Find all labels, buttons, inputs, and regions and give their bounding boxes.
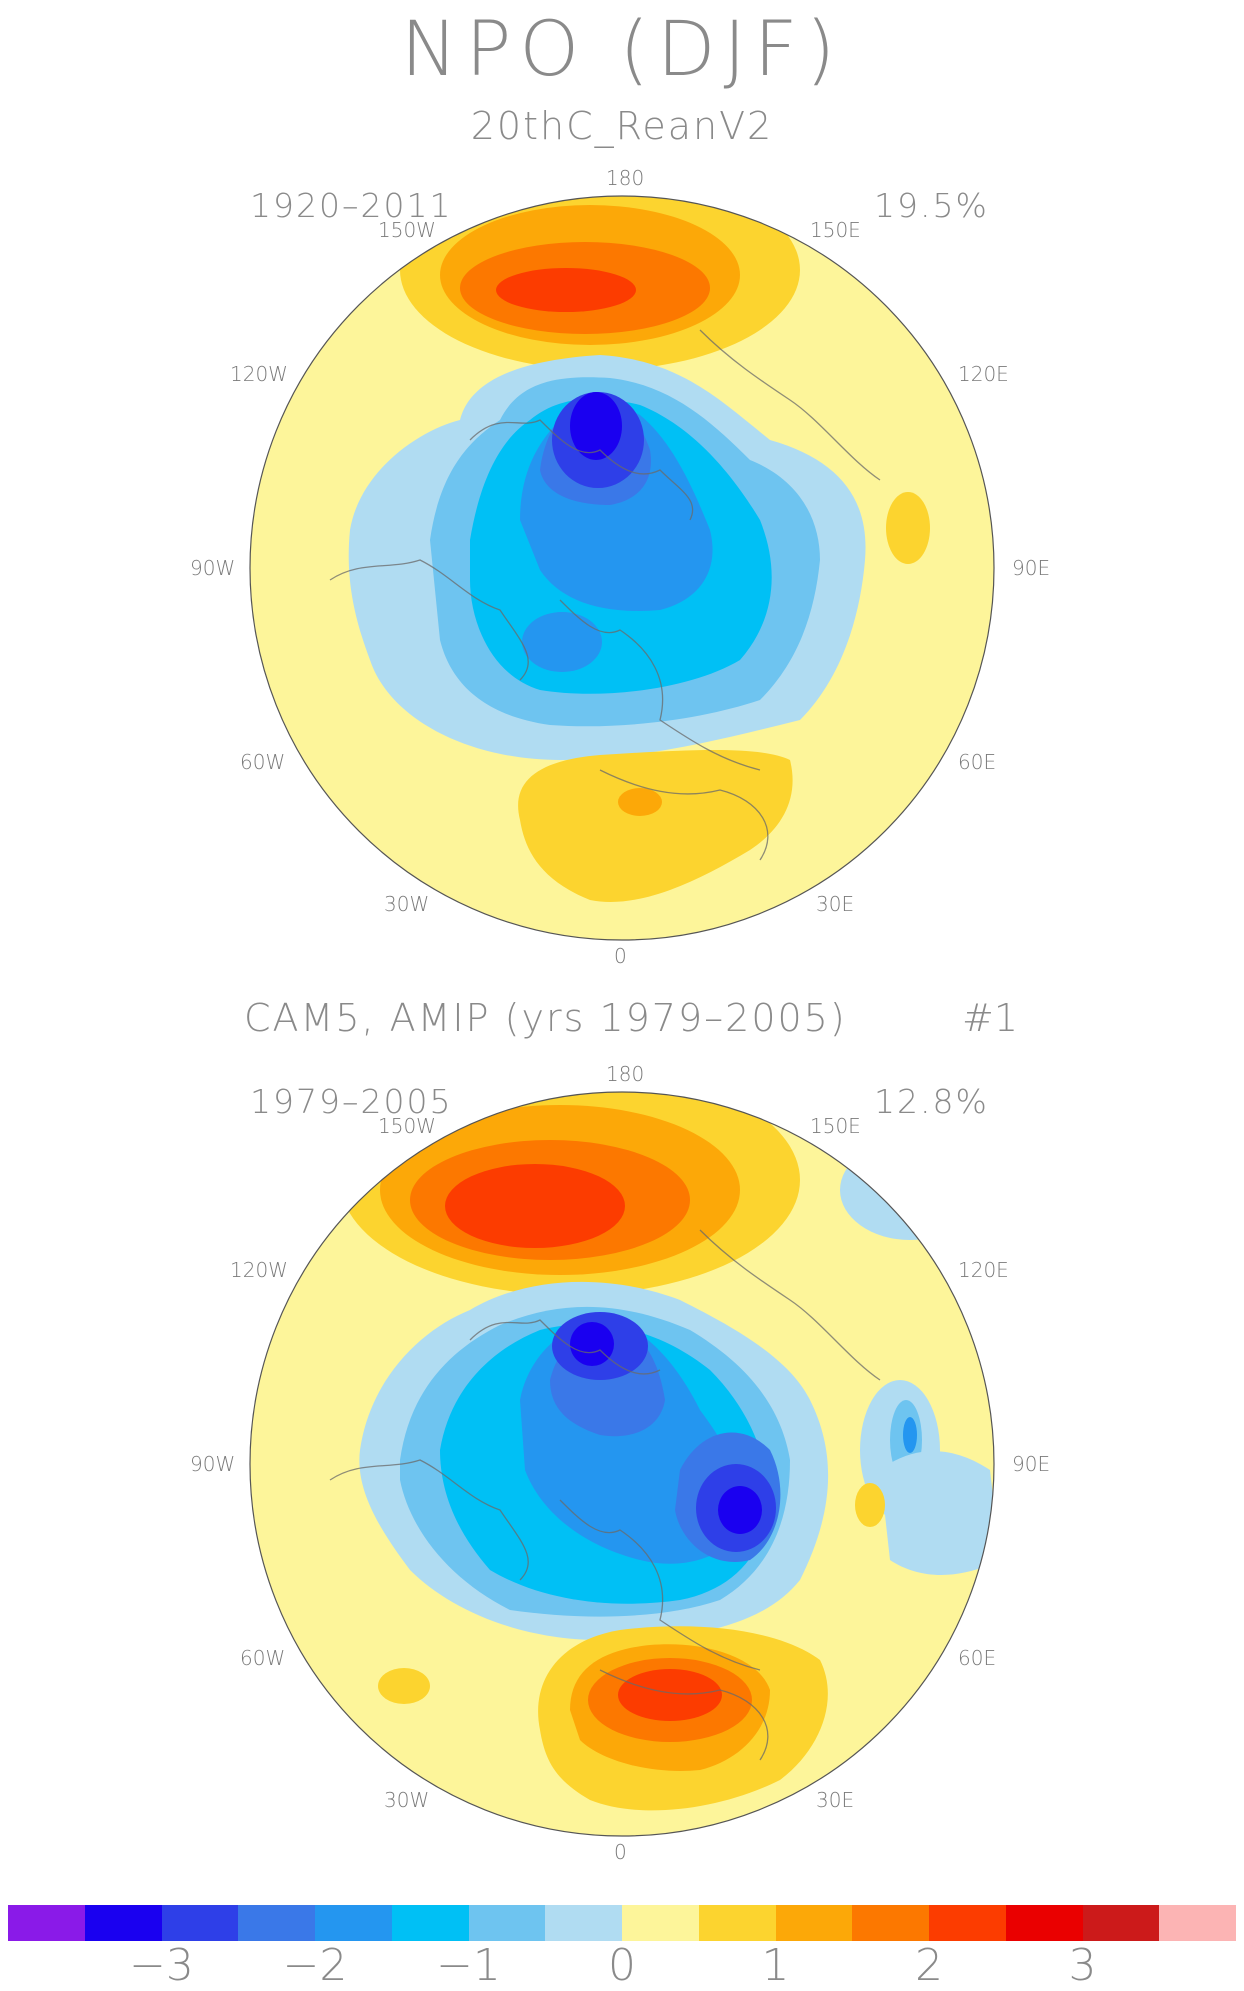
p1-lon-150e: 150E: [810, 218, 861, 242]
p2-lon-150w: 150W: [378, 1114, 436, 1138]
p2-lon-60w: 60W: [240, 1646, 286, 1670]
colorbar-label: 0: [608, 1940, 636, 1991]
figure-title: NPO (DJF): [400, 4, 844, 93]
panel1-years: 1920–2011: [250, 186, 453, 225]
p2-lon-120w: 120W: [230, 1258, 288, 1282]
p2-lon-90w: 90W: [190, 1452, 236, 1476]
colorbar-swatch: [1159, 1905, 1236, 1941]
colorbar-swatch: [238, 1905, 315, 1941]
p1-lon-90e: 90E: [1012, 556, 1051, 580]
p2-lon-30w: 30W: [384, 1788, 430, 1812]
colorbar-label: −3: [129, 1940, 194, 1991]
colorbar-swatch: [698, 1905, 776, 1941]
p2-lon-0: 0: [614, 1840, 627, 1864]
p1-lon-60w: 60W: [240, 750, 286, 774]
panel2-run-label: #1: [962, 996, 1019, 1040]
p1-lon-0: 0: [614, 944, 627, 968]
colorbar-swatch: [84, 1905, 162, 1941]
p2-lon-150e: 150E: [810, 1114, 861, 1138]
colorbar: [8, 1905, 1236, 1941]
colorbar-swatch: [468, 1905, 546, 1941]
colorbar-label: 1: [761, 1940, 790, 1991]
colorbar-label: 3: [1068, 1940, 1097, 1991]
p1-lon-30e: 30E: [816, 892, 855, 916]
panel2-map: [250, 1092, 994, 1836]
colorbar-swatch: [391, 1905, 469, 1941]
colorbar-swatch: [622, 1905, 699, 1941]
panel1-map: [250, 196, 994, 940]
p1-lon-90w: 90W: [190, 556, 236, 580]
panel2-variance: 12.8%: [874, 1082, 989, 1121]
p1-lon-150w: 150W: [378, 218, 436, 242]
p1-lon-120e: 120E: [958, 362, 1009, 386]
colorbar-label: −2: [282, 1940, 348, 1991]
p1-lon-30w: 30W: [384, 892, 430, 916]
colorbar-swatch: [545, 1905, 622, 1941]
p1-lon-120w: 120W: [230, 362, 288, 386]
panel1-variance: 19.5%: [874, 186, 989, 225]
panel2-years: 1979–2005: [250, 1082, 453, 1121]
colorbar-swatch: [1082, 1905, 1160, 1941]
colorbar-swatch: [929, 1905, 1006, 1941]
colorbar-swatch: [8, 1905, 85, 1941]
p2-lon-90e: 90E: [1012, 1452, 1051, 1476]
colorbar-swatch: [1005, 1905, 1083, 1941]
colorbar-swatch: [775, 1905, 853, 1941]
p2-lon-180: 180: [606, 1062, 645, 1086]
colorbar-label: −1: [436, 1940, 501, 1991]
p1-lon-180: 180: [606, 166, 645, 190]
p2-lon-60e: 60E: [958, 1646, 997, 1670]
colorbar-label: 2: [915, 1940, 943, 1991]
colorbar-swatch: [161, 1905, 239, 1941]
p2-lon-120e: 120E: [958, 1258, 1009, 1282]
colorbar-swatch: [852, 1905, 929, 1941]
panel2-subtitle: CAM5, AMIP (yrs 1979–2005): [244, 996, 847, 1040]
p2-lon-30e: 30E: [816, 1788, 855, 1812]
panel1-subtitle: 20thC_ReanV2: [470, 104, 774, 148]
p1-lon-60e: 60E: [958, 750, 997, 774]
colorbar-swatch: [315, 1905, 392, 1941]
